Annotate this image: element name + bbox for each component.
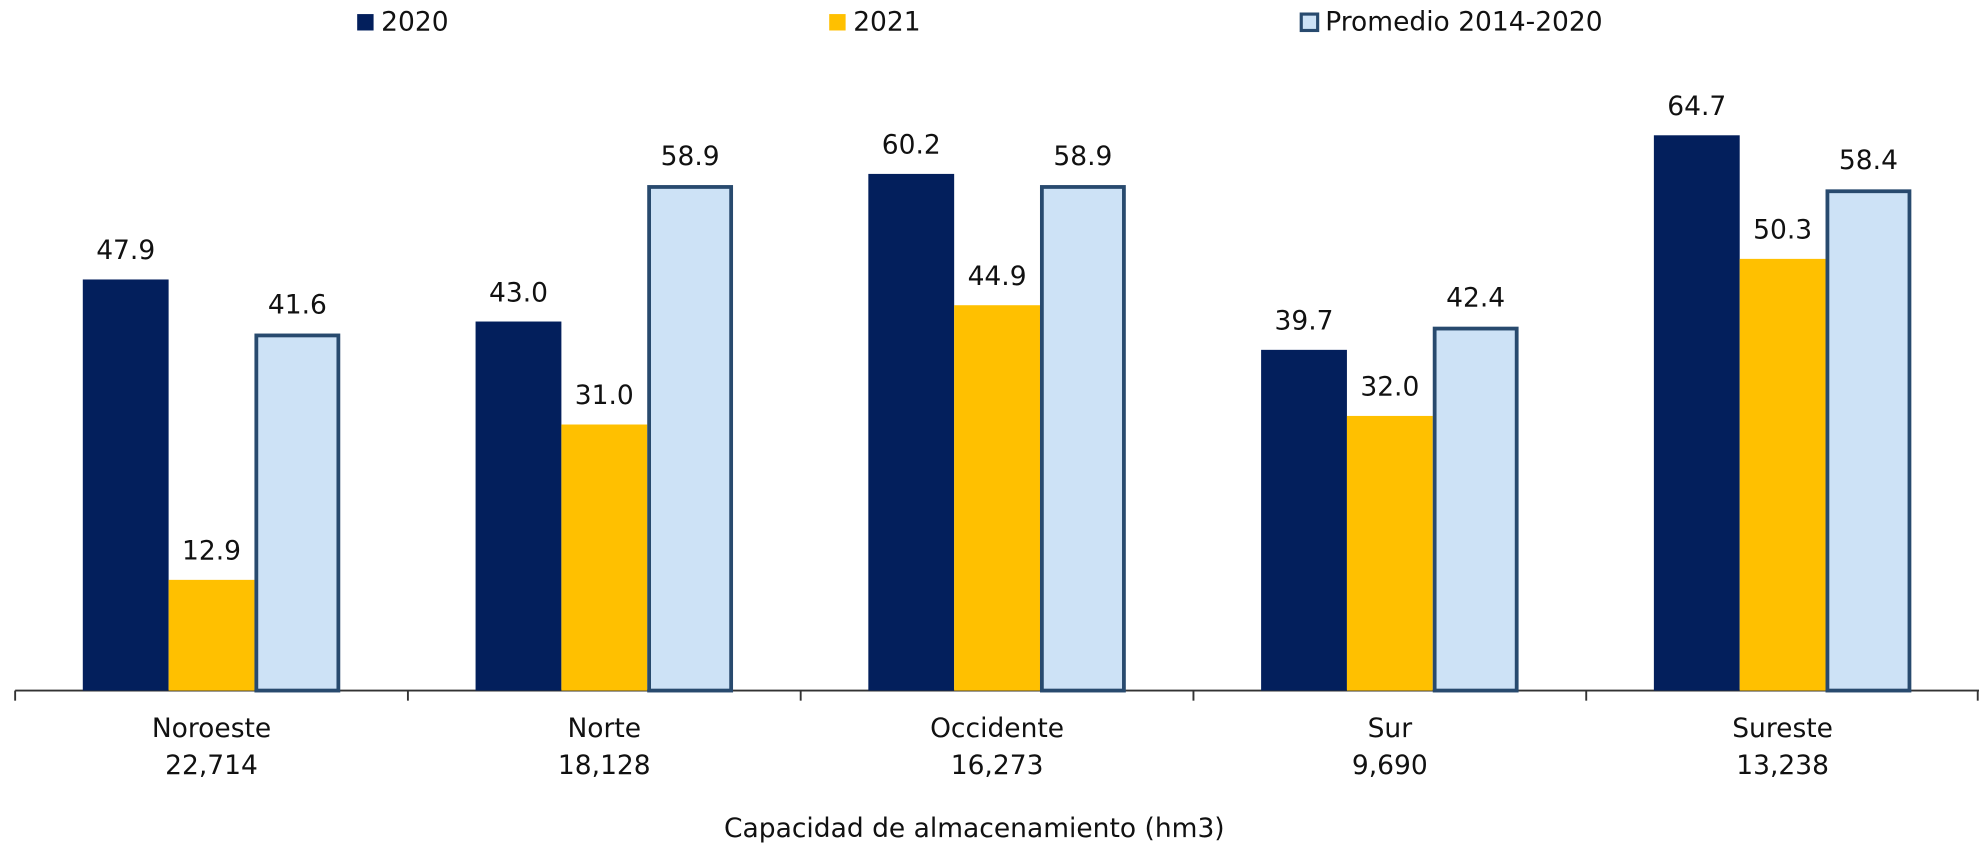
x-axis-title: Capacidad de almacenamiento (hm3)	[724, 813, 1225, 844]
value-label: 31.0	[575, 380, 634, 411]
bar	[254, 333, 341, 693]
x-tick-label: Sur	[1368, 713, 1413, 744]
legend-swatch	[357, 14, 374, 31]
bar	[1825, 189, 1912, 693]
bar	[1432, 326, 1519, 693]
bar	[1039, 185, 1126, 693]
value-label: 47.9	[96, 235, 155, 266]
legend-label: 2020	[381, 6, 448, 37]
bar	[1739, 258, 1826, 691]
value-label: 39.7	[1275, 306, 1334, 337]
x-tick-sublabel: 16,273	[951, 750, 1044, 781]
bar	[868, 173, 955, 691]
bar	[647, 185, 734, 693]
x-tick-sublabel: 13,238	[1736, 750, 1829, 781]
x-tick-label: Norte	[567, 713, 641, 744]
value-label: 58.9	[1053, 141, 1112, 172]
x-tick-sublabel: 9,690	[1352, 750, 1428, 781]
value-label: 58.4	[1839, 145, 1898, 176]
x-tick-label: Noroeste	[152, 713, 271, 744]
x-tick-label: Sureste	[1732, 713, 1833, 744]
bar	[475, 321, 562, 691]
x-tick-sublabel: 18,128	[558, 750, 651, 781]
legend-label: Promedio 2014-2020	[1325, 6, 1602, 37]
x-tick-label: Occidente	[930, 713, 1064, 744]
value-label: 60.2	[882, 130, 941, 161]
bar	[561, 424, 648, 691]
value-label: 44.9	[968, 261, 1027, 292]
legend-label: 2021	[853, 6, 920, 37]
value-label: 64.7	[1667, 91, 1726, 122]
bar	[168, 579, 255, 691]
value-label: 32.0	[1360, 372, 1419, 403]
bar	[1346, 415, 1433, 691]
value-label: 12.9	[182, 536, 241, 567]
value-label: 58.9	[661, 141, 720, 172]
legend-swatch	[1299, 12, 1320, 33]
value-label: 41.6	[268, 289, 327, 320]
bar	[82, 279, 169, 691]
legend-swatch	[829, 14, 846, 31]
bar	[954, 305, 1040, 691]
value-label: 43.0	[489, 277, 548, 308]
value-label: 42.4	[1446, 282, 1505, 313]
bar	[1653, 135, 1740, 691]
value-label: 50.3	[1753, 215, 1812, 246]
x-tick-sublabel: 22,714	[165, 750, 258, 781]
bar	[1261, 349, 1347, 691]
